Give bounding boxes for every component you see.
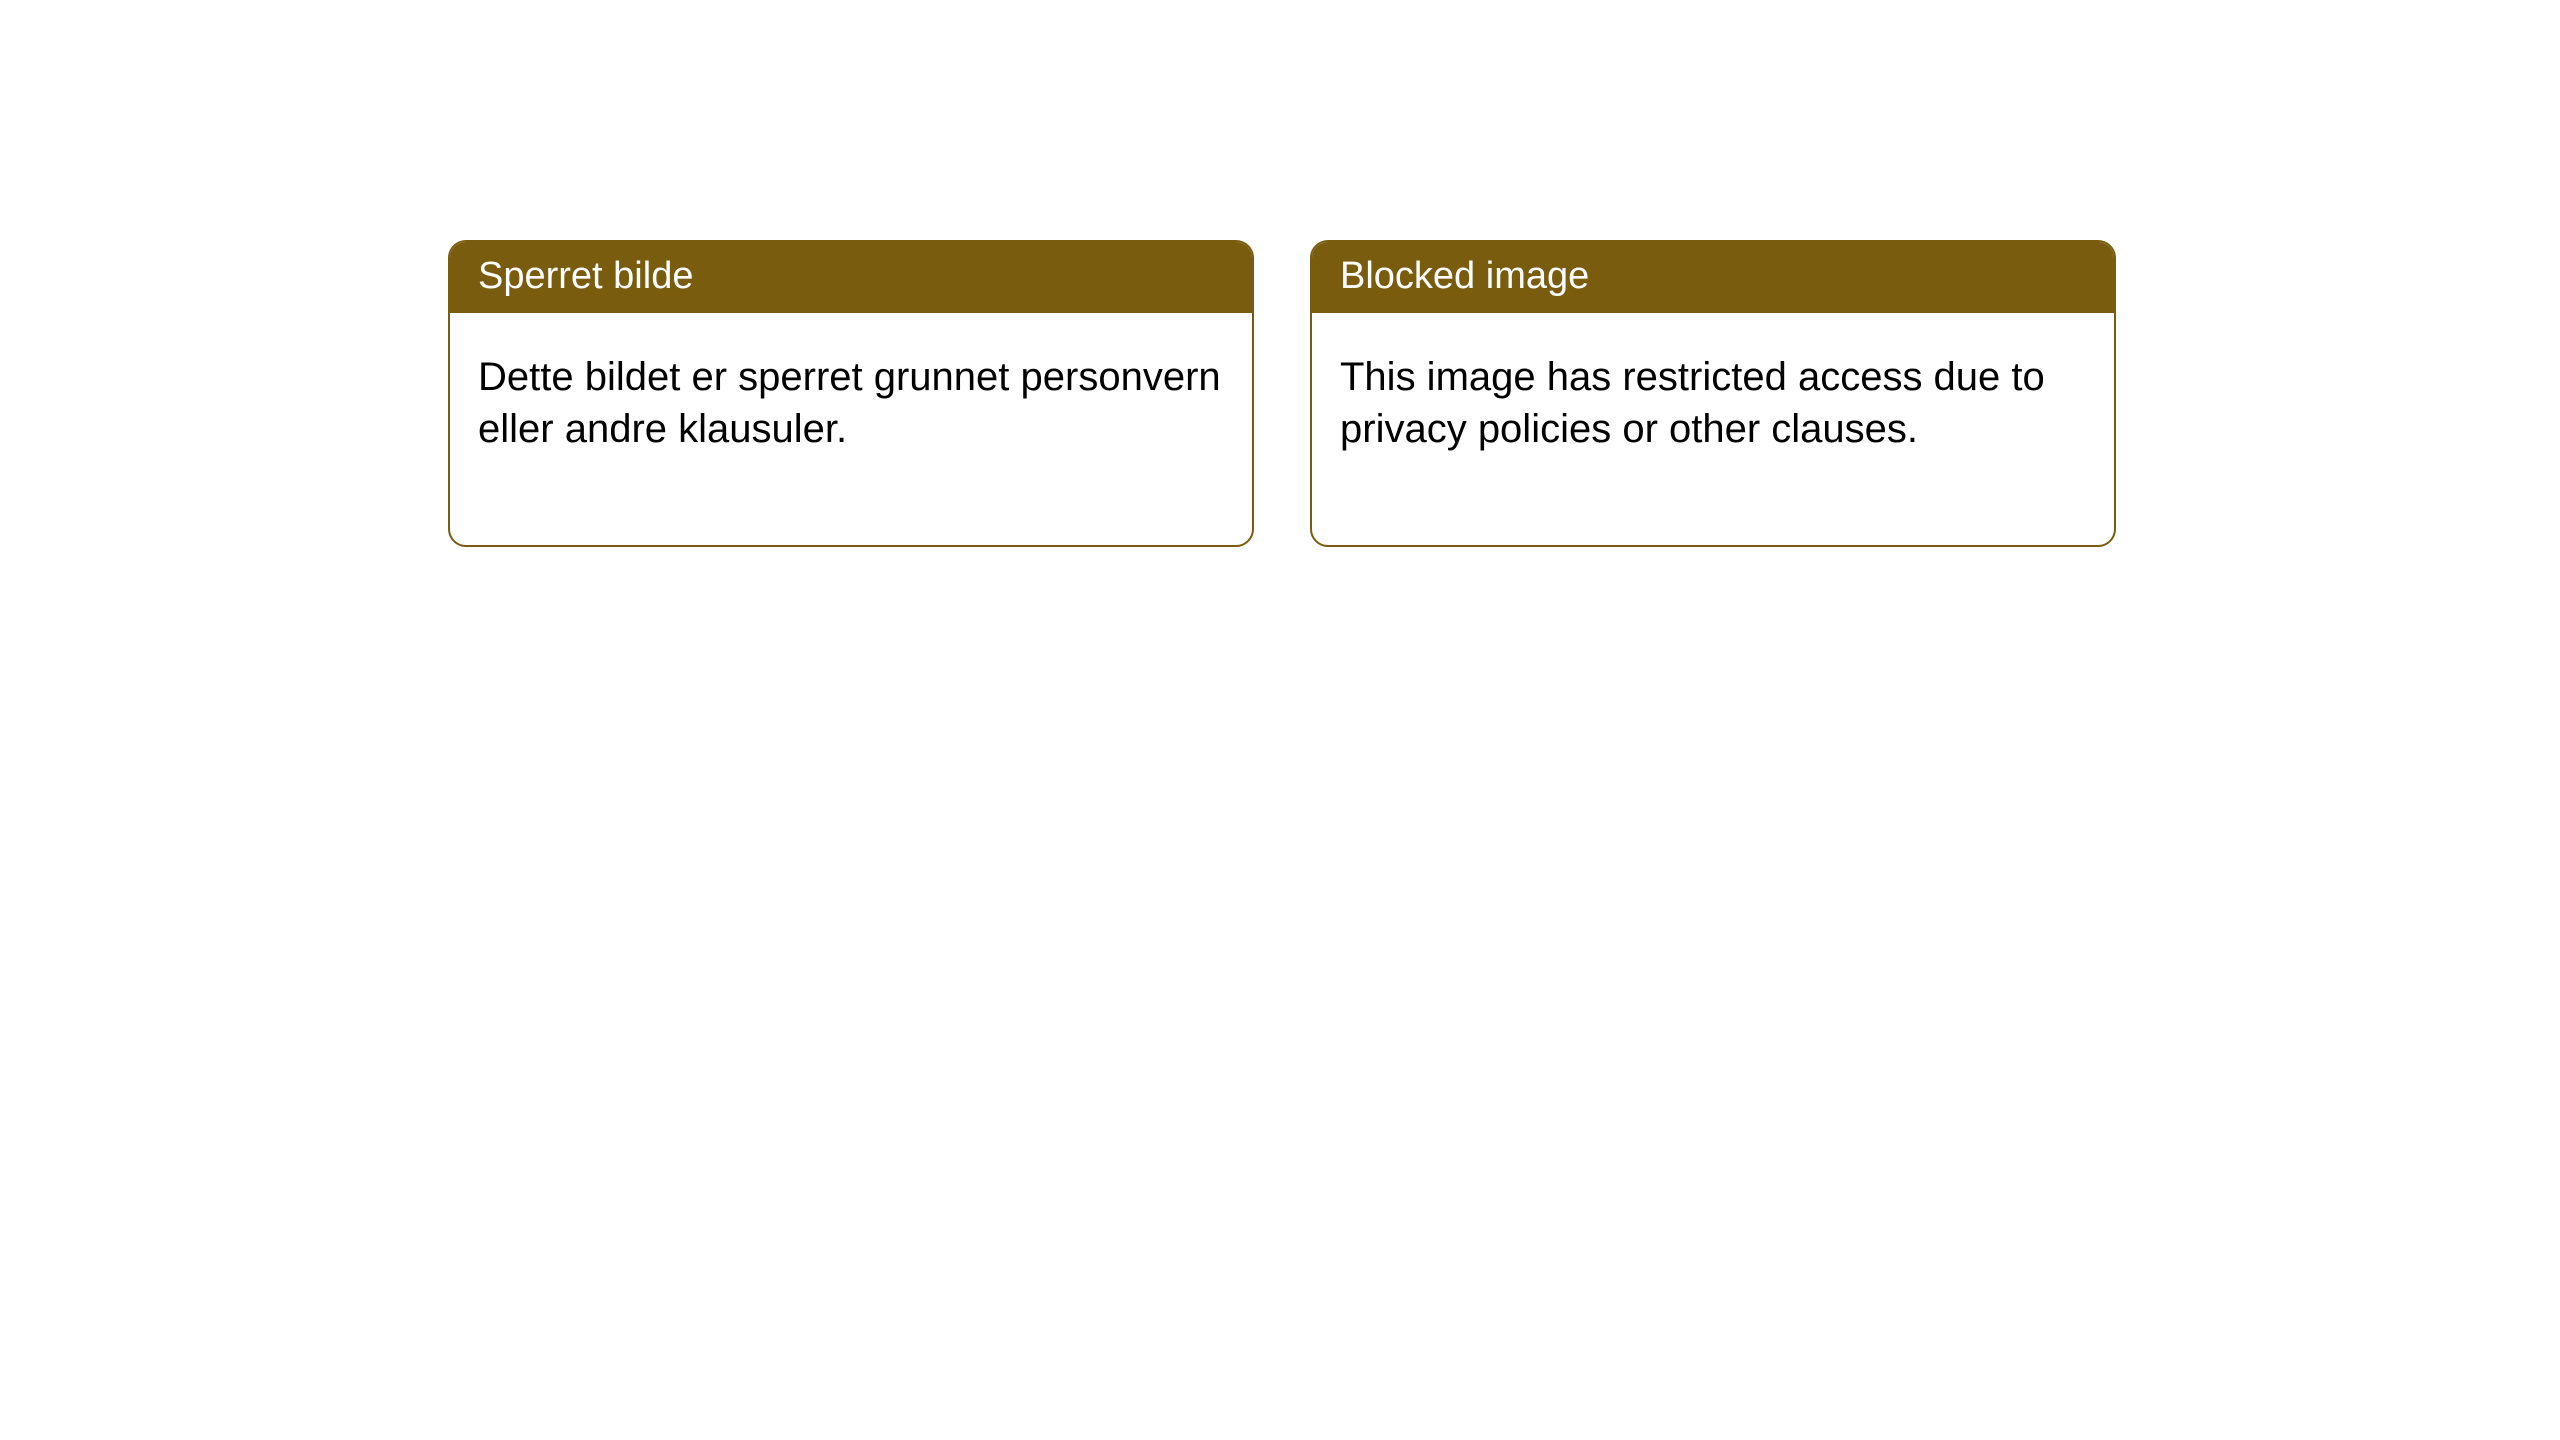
notice-container: Sperret bilde Dette bildet er sperret gr…: [0, 0, 2560, 547]
notice-card-english: Blocked image This image has restricted …: [1310, 240, 2116, 547]
notice-title-norwegian: Sperret bilde: [450, 242, 1252, 313]
notice-card-norwegian: Sperret bilde Dette bildet er sperret gr…: [448, 240, 1254, 547]
notice-body-norwegian: Dette bildet er sperret grunnet personve…: [450, 313, 1252, 545]
notice-title-english: Blocked image: [1312, 242, 2114, 313]
notice-body-english: This image has restricted access due to …: [1312, 313, 2114, 545]
